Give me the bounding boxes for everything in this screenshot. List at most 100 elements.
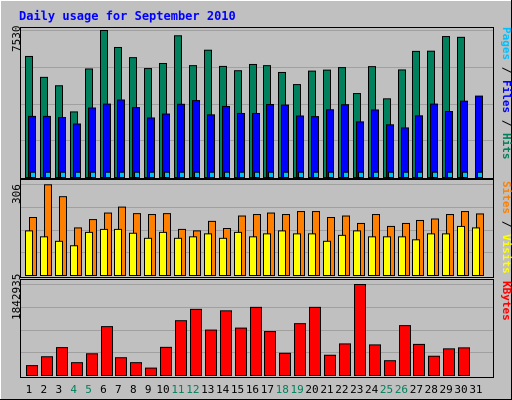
bar-kbytes: [384, 360, 396, 377]
bar-kbytes: [354, 284, 366, 376]
bar-pages: [417, 171, 423, 178]
bar-files: [401, 127, 409, 179]
bar-files: [371, 109, 379, 178]
bar-pages: [90, 171, 96, 178]
x-tick-label: 14: [216, 383, 230, 396]
bar-pages: [209, 171, 215, 178]
x-tick-label: 1: [26, 383, 33, 396]
x-tick-label: 31: [469, 383, 482, 396]
bar-files: [73, 123, 81, 178]
bar-kbytes: [458, 347, 470, 376]
bar-visits: [234, 231, 242, 277]
bar-visits: [129, 232, 137, 276]
x-tick-label: 27: [410, 383, 423, 396]
legend-part: Visits: [500, 234, 512, 274]
bar-visits: [412, 239, 420, 276]
bar-kbytes: [41, 356, 53, 376]
bar-kbytes: [205, 329, 217, 376]
legend-part: /: [500, 214, 512, 234]
x-tick-label: 6: [100, 383, 107, 396]
x-tick-label: 25: [380, 383, 393, 396]
x-tick-label: 28: [425, 383, 438, 396]
bar-pages: [447, 171, 453, 178]
bar-pages: [388, 171, 394, 178]
bar-visits: [70, 245, 78, 277]
bar-visits: [338, 234, 346, 276]
bar-pages: [224, 171, 230, 178]
panel-hits-files-pages: [20, 27, 494, 179]
bar-pages: [358, 171, 364, 178]
legend-part: Files: [500, 80, 512, 113]
legend-part: Hits: [500, 133, 512, 160]
bar-visits: [323, 240, 331, 277]
bar-files: [237, 112, 245, 178]
bar-visits: [457, 225, 465, 276]
bar-files: [28, 115, 36, 178]
bar-kbytes: [101, 326, 113, 377]
x-tick-label: 8: [130, 383, 137, 396]
bar-files: [162, 113, 170, 179]
bar-visits: [174, 237, 182, 276]
bar-pages: [432, 171, 438, 178]
bar-kbytes: [413, 343, 425, 376]
bar-visits: [25, 230, 33, 276]
bar-pages: [477, 171, 483, 178]
x-tick-label: 11: [171, 383, 184, 396]
bar-visits: [219, 237, 227, 276]
bar-visits: [263, 233, 271, 276]
bar-visits: [189, 236, 197, 277]
bar-pages: [239, 171, 245, 178]
bar-pages: [313, 171, 319, 178]
bar-pages: [75, 171, 81, 178]
x-tick-label: 21: [320, 383, 333, 396]
x-tick-label: 15: [231, 383, 244, 396]
bar-files: [326, 109, 334, 178]
bar-pages: [30, 171, 36, 178]
x-tick-label: 24: [365, 383, 379, 396]
bar-pages: [60, 171, 66, 178]
bar-files: [475, 95, 483, 178]
x-tick-label: 17: [261, 383, 274, 396]
bar-files: [356, 121, 364, 178]
bar-files: [88, 107, 96, 178]
bar-pages: [403, 171, 409, 178]
bar-kbytes: [26, 365, 38, 377]
bar-visits: [40, 236, 48, 277]
bar-visits: [114, 228, 122, 276]
y-max-label: 1842935: [10, 274, 23, 320]
bar-kbytes: [324, 354, 336, 377]
bar-files: [58, 117, 66, 178]
x-tick-label: 16: [246, 383, 259, 396]
bar-visits: [383, 236, 391, 277]
bar-files: [386, 124, 394, 179]
bar-kbytes: [294, 323, 306, 376]
bar-visits: [249, 236, 257, 277]
bar-files: [460, 100, 468, 178]
legend-part: /: [500, 113, 512, 133]
x-tick-label: 19: [291, 383, 304, 396]
bar-visits: [368, 236, 376, 277]
bar-files: [117, 99, 125, 178]
bar-visits: [278, 230, 286, 276]
bar-kbytes: [399, 325, 411, 376]
x-tick-label: 26: [395, 383, 408, 396]
y-max-label: 7530: [10, 26, 23, 53]
x-tick-label: 4: [70, 383, 77, 396]
bar-files: [252, 112, 260, 178]
bar-files: [222, 105, 230, 178]
bar-files: [43, 115, 51, 178]
bar-visits: [55, 240, 63, 277]
bar-files: [281, 104, 289, 178]
bar-files: [341, 104, 349, 178]
bar-kbytes: [443, 348, 455, 376]
bar-kbytes: [235, 327, 247, 376]
bar-pages: [194, 171, 200, 178]
bar-kbytes: [175, 320, 187, 376]
bar-pages: [164, 171, 170, 178]
bar-kbytes: [264, 331, 276, 377]
bar-files: [147, 117, 155, 178]
bar-kbytes: [190, 308, 202, 376]
legend-part: Sites: [500, 181, 512, 214]
